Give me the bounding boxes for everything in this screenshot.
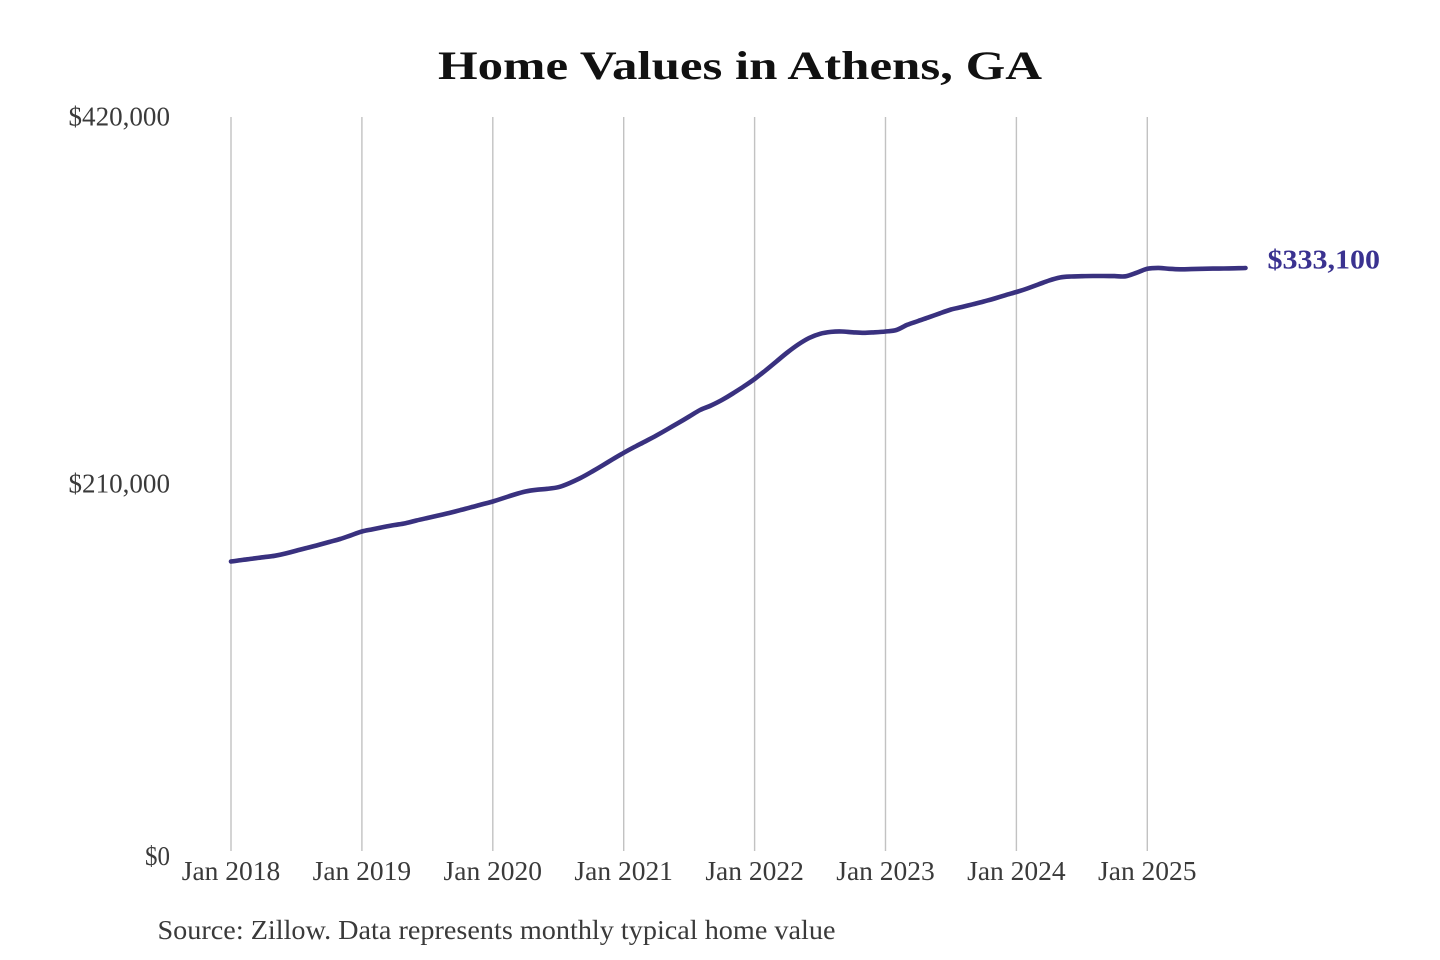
svg-text:Jan 2018: Jan 2018 (182, 856, 281, 886)
svg-text:Jan 2020: Jan 2020 (444, 856, 543, 886)
svg-text:Jan 2019: Jan 2019 (313, 856, 412, 886)
svg-text:Source: Zillow. Data represent: Source: Zillow. Data represents monthly … (158, 915, 836, 945)
svg-text:Jan 2023: Jan 2023 (836, 856, 935, 886)
svg-text:$420,000: $420,000 (69, 101, 171, 131)
svg-text:$210,000: $210,000 (69, 469, 171, 499)
svg-text:$0: $0 (145, 841, 170, 871)
svg-text:$333,100: $333,100 (1268, 245, 1381, 275)
svg-text:Jan 2022: Jan 2022 (705, 856, 804, 886)
svg-text:Jan 2024: Jan 2024 (967, 856, 1066, 886)
svg-text:Jan 2025: Jan 2025 (1098, 856, 1197, 886)
svg-text:Jan 2021: Jan 2021 (574, 856, 673, 886)
svg-text:Home Values in Athens, GA: Home Values in Athens, GA (438, 43, 1042, 88)
